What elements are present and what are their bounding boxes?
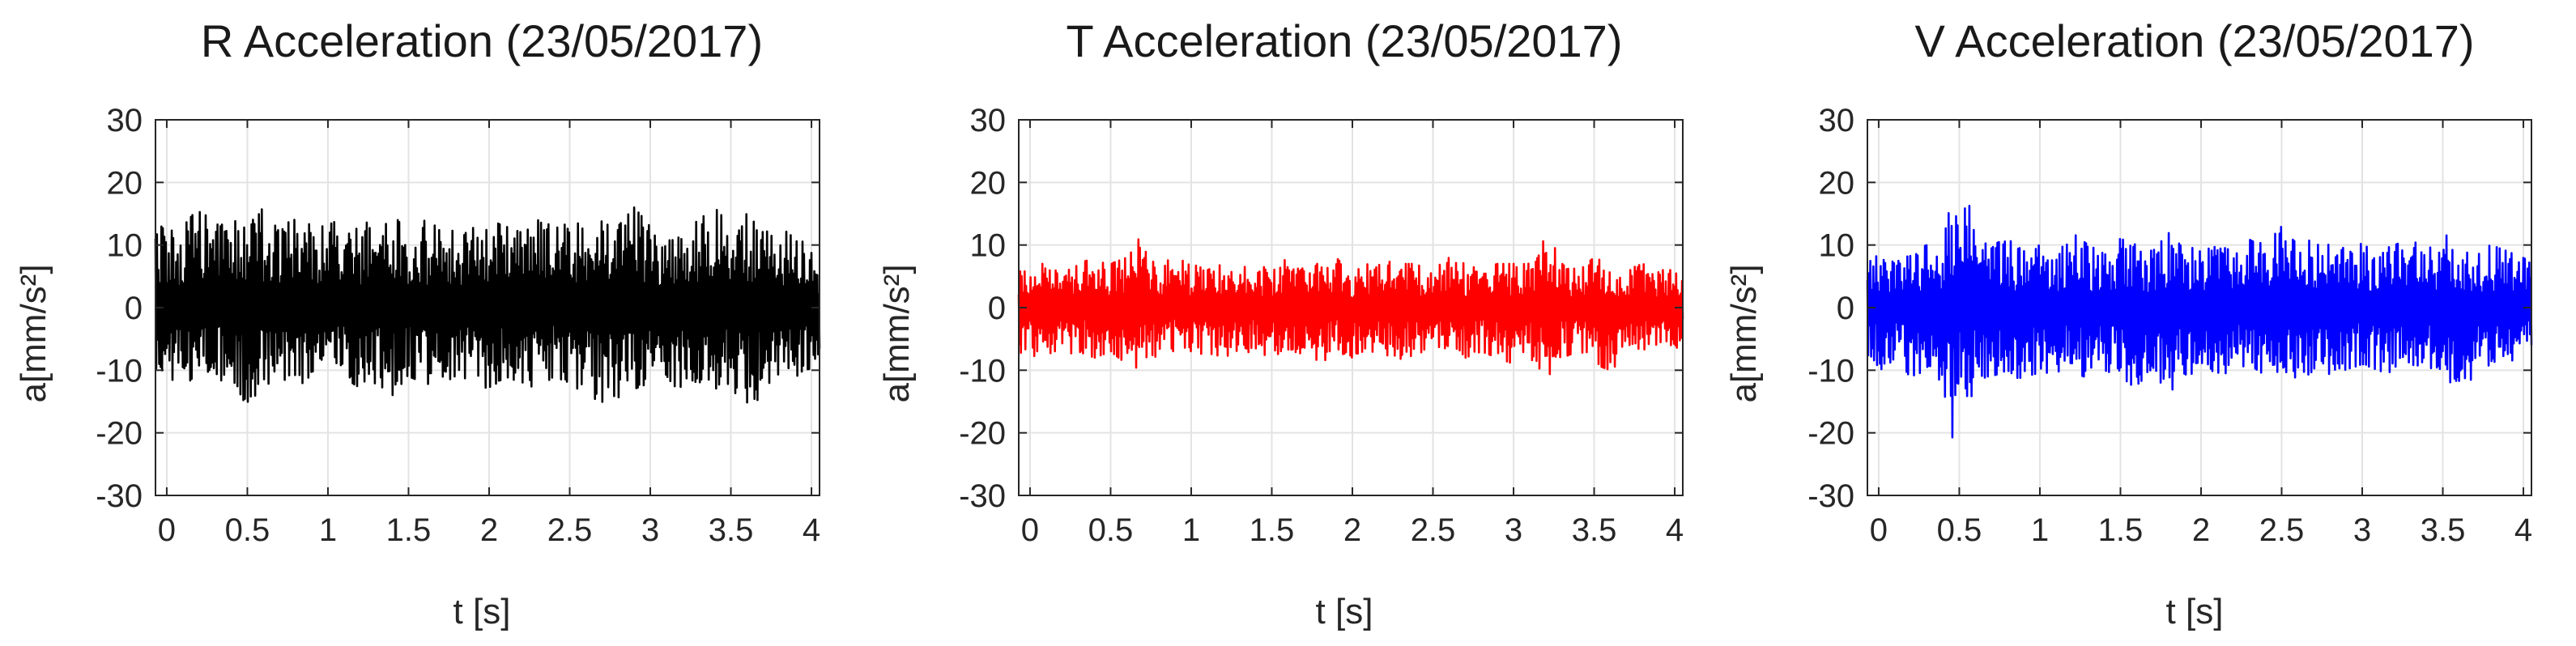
chart-title: V Acceleration (23/05/2017) [1914, 15, 2474, 66]
y-tick-label: 10 [107, 228, 143, 264]
x-tick-label: 2.5 [547, 512, 593, 548]
y-axis-label: a[mm/s²] [1724, 264, 1764, 402]
x-tick-label: 2.5 [2259, 512, 2305, 548]
y-tick-label: 0 [988, 291, 1006, 326]
signal-series-line [154, 206, 821, 404]
x-tick-label: 3 [1505, 512, 1522, 548]
y-tick-label: -20 [959, 416, 1006, 452]
y-tick-label: 0 [1837, 291, 1854, 326]
x-tick-label: 0.5 [225, 512, 270, 548]
y-tick-label: 30 [107, 103, 143, 138]
y-tick-label: 20 [1819, 165, 1855, 201]
signal-series-line [1017, 238, 1684, 376]
y-tick-label: -30 [959, 478, 1006, 514]
x-tick-label: 3 [2353, 512, 2371, 548]
x-axis-label: t [s] [2166, 592, 2224, 631]
x-tick-label: 1 [2031, 512, 2049, 548]
y-axis-label: a[mm/s²] [14, 264, 53, 402]
x-tick-label: 0 [1021, 512, 1039, 548]
chart-title: R Acceleration (23/05/2017) [201, 15, 763, 66]
x-tick-label: 0 [1870, 512, 1888, 548]
x-tick-label: 2 [480, 512, 498, 548]
x-tick-label: 1.5 [386, 512, 432, 548]
y-tick-label: 20 [107, 165, 143, 201]
chart-title: T Acceleration (23/05/2017) [1067, 15, 1623, 66]
y-tick-label: -10 [959, 353, 1006, 389]
y-tick-label: 30 [970, 103, 1007, 138]
x-tick-label: 2 [2192, 512, 2210, 548]
v-acceleration-plot: V Acceleration (23/05/2017) t [s] a[mm/s… [1724, 15, 2533, 631]
x-tick-label: 2 [1343, 512, 1361, 548]
x-tick-label: 1 [1182, 512, 1200, 548]
x-tick-label: 3 [641, 512, 659, 548]
x-tick-label: 1 [319, 512, 337, 548]
y-tick-label: 10 [1819, 228, 1855, 264]
x-tick-label: 0 [158, 512, 176, 548]
x-axis-label: t [s] [453, 592, 511, 631]
y-tick-label: -10 [1807, 353, 1854, 389]
y-tick-label: 20 [970, 165, 1007, 201]
y-tick-label: -30 [96, 478, 143, 514]
signal-series-line [1866, 205, 2533, 439]
y-tick-label: 0 [125, 291, 143, 326]
x-tick-label: 2.5 [1411, 512, 1456, 548]
y-tick-label: -20 [96, 416, 143, 452]
x-tick-label: 3.5 [2421, 512, 2466, 548]
y-axis-label: a[mm/s²] [877, 264, 917, 402]
x-tick-label: 0.5 [1088, 512, 1134, 548]
x-tick-label: 1.5 [1250, 512, 1295, 548]
x-tick-label: 3.5 [1572, 512, 1617, 548]
y-tick-label: 10 [970, 228, 1007, 264]
x-tick-label: 4 [1666, 512, 1684, 548]
x-tick-label: 1.5 [2098, 512, 2144, 548]
y-tick-label: -30 [1807, 478, 1854, 514]
t-acceleration-plot: T Acceleration (23/05/2017) t [s] a[mm/s… [877, 15, 1684, 631]
y-tick-label: 30 [1819, 103, 1855, 138]
x-tick-label: 4 [2514, 512, 2532, 548]
r-acceleration-plot: R Acceleration (23/05/2017) t [s] a[mm/s… [14, 15, 821, 631]
y-tick-label: -20 [1807, 416, 1854, 452]
x-tick-label: 4 [803, 512, 820, 548]
x-axis-label: t [s] [1316, 592, 1373, 631]
x-tick-label: 3.5 [709, 512, 754, 548]
y-tick-label: -10 [96, 353, 143, 389]
x-tick-label: 0.5 [1937, 512, 1982, 548]
